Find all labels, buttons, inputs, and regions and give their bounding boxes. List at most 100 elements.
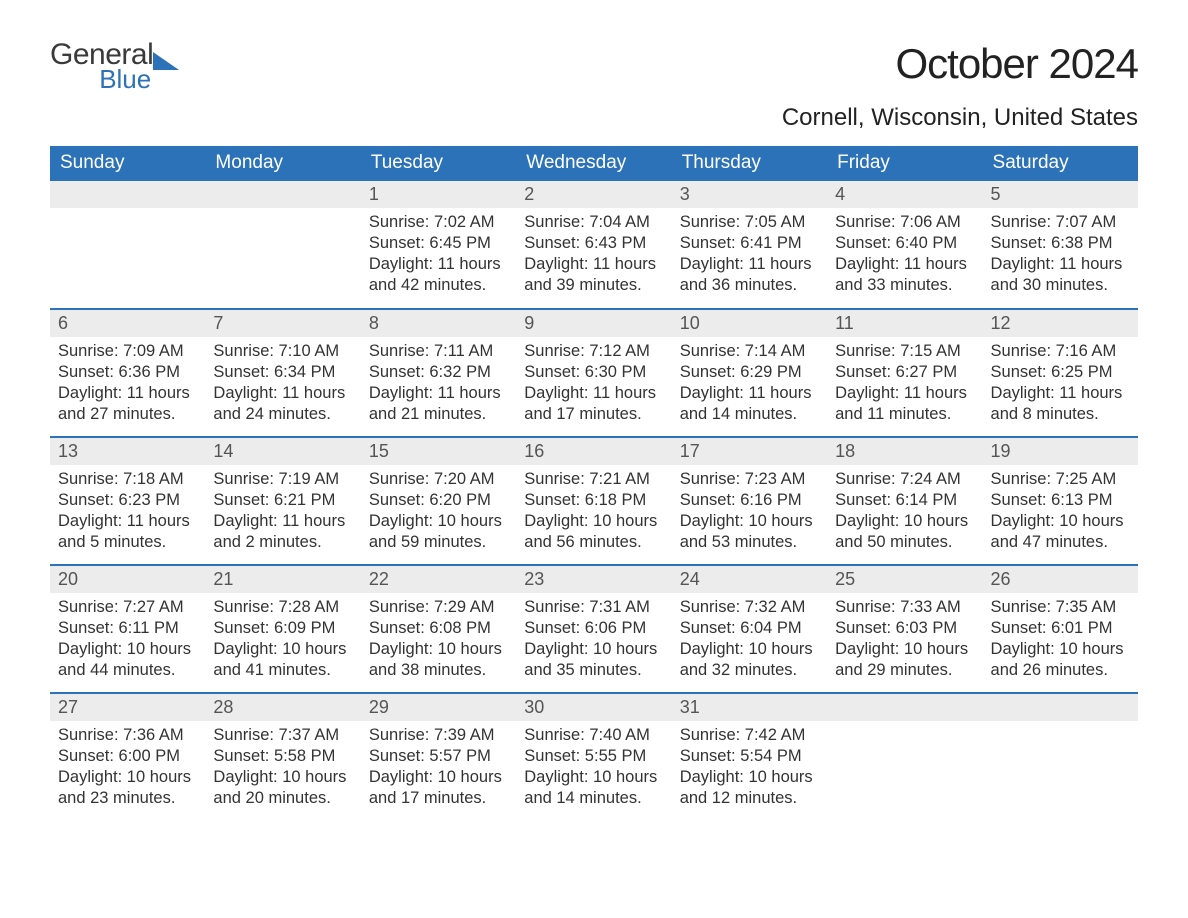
- day-dl2: and 50 minutes.: [835, 532, 974, 553]
- day-number: [983, 694, 1138, 721]
- day-details: Sunrise: 7:37 AMSunset: 5:58 PMDaylight:…: [205, 721, 360, 817]
- day-number: 2: [516, 181, 671, 208]
- calendar-day-cell: 3Sunrise: 7:05 AMSunset: 6:41 PMDaylight…: [672, 181, 827, 309]
- day-details: Sunrise: 7:04 AMSunset: 6:43 PMDaylight:…: [516, 208, 671, 304]
- day-dl2: and 32 minutes.: [680, 660, 819, 681]
- day-details: Sunrise: 7:20 AMSunset: 6:20 PMDaylight:…: [361, 465, 516, 561]
- day-sunset: Sunset: 6:27 PM: [835, 362, 974, 383]
- calendar-day-cell: [827, 693, 982, 821]
- day-dl2: and 41 minutes.: [213, 660, 352, 681]
- calendar-day-cell: [205, 181, 360, 309]
- day-sunset: Sunset: 6:20 PM: [369, 490, 508, 511]
- day-number: 6: [50, 310, 205, 337]
- day-sunrise: Sunrise: 7:40 AM: [524, 725, 663, 746]
- day-dl1: Daylight: 10 hours: [524, 767, 663, 788]
- weekday-header: Wednesday: [516, 146, 671, 181]
- day-sunrise: Sunrise: 7:12 AM: [524, 341, 663, 362]
- day-dl1: Daylight: 10 hours: [369, 511, 508, 532]
- day-sunrise: Sunrise: 7:24 AM: [835, 469, 974, 490]
- day-sunrise: Sunrise: 7:09 AM: [58, 341, 197, 362]
- day-number: 20: [50, 566, 205, 593]
- calendar-day-cell: 31Sunrise: 7:42 AMSunset: 5:54 PMDayligh…: [672, 693, 827, 821]
- day-sunrise: Sunrise: 7:33 AM: [835, 597, 974, 618]
- day-dl2: and 17 minutes.: [369, 788, 508, 809]
- calendar-week-row: 27Sunrise: 7:36 AMSunset: 6:00 PMDayligh…: [50, 693, 1138, 821]
- day-sunset: Sunset: 6:16 PM: [680, 490, 819, 511]
- day-sunrise: Sunrise: 7:37 AM: [213, 725, 352, 746]
- day-sunset: Sunset: 5:58 PM: [213, 746, 352, 767]
- day-number: 30: [516, 694, 671, 721]
- weekday-header: Friday: [827, 146, 982, 181]
- day-number: 13: [50, 438, 205, 465]
- day-details: Sunrise: 7:31 AMSunset: 6:06 PMDaylight:…: [516, 593, 671, 689]
- day-dl2: and 30 minutes.: [991, 275, 1130, 296]
- day-sunrise: Sunrise: 7:27 AM: [58, 597, 197, 618]
- day-dl2: and 27 minutes.: [58, 404, 197, 425]
- day-sunset: Sunset: 6:30 PM: [524, 362, 663, 383]
- day-dl2: and 26 minutes.: [991, 660, 1130, 681]
- day-sunrise: Sunrise: 7:16 AM: [991, 341, 1130, 362]
- day-dl1: Daylight: 11 hours: [524, 254, 663, 275]
- calendar-day-cell: 30Sunrise: 7:40 AMSunset: 5:55 PMDayligh…: [516, 693, 671, 821]
- day-dl2: and 17 minutes.: [524, 404, 663, 425]
- day-number: 27: [50, 694, 205, 721]
- calendar-day-cell: 8Sunrise: 7:11 AMSunset: 6:32 PMDaylight…: [361, 309, 516, 437]
- day-sunset: Sunset: 6:41 PM: [680, 233, 819, 254]
- day-number: 24: [672, 566, 827, 593]
- calendar-day-cell: 7Sunrise: 7:10 AMSunset: 6:34 PMDaylight…: [205, 309, 360, 437]
- brand-triangle-icon: [153, 52, 179, 70]
- day-details: Sunrise: 7:21 AMSunset: 6:18 PMDaylight:…: [516, 465, 671, 561]
- day-dl1: Daylight: 11 hours: [213, 383, 352, 404]
- day-dl1: Daylight: 10 hours: [524, 511, 663, 532]
- day-number: [205, 181, 360, 208]
- calendar-day-cell: 15Sunrise: 7:20 AMSunset: 6:20 PMDayligh…: [361, 437, 516, 565]
- weekday-header: Monday: [205, 146, 360, 181]
- calendar-day-cell: 4Sunrise: 7:06 AMSunset: 6:40 PMDaylight…: [827, 181, 982, 309]
- day-dl1: Daylight: 11 hours: [524, 383, 663, 404]
- day-number: 8: [361, 310, 516, 337]
- calendar-day-cell: 13Sunrise: 7:18 AMSunset: 6:23 PMDayligh…: [50, 437, 205, 565]
- day-dl2: and 21 minutes.: [369, 404, 508, 425]
- day-number: 9: [516, 310, 671, 337]
- day-number: 14: [205, 438, 360, 465]
- day-dl1: Daylight: 10 hours: [680, 511, 819, 532]
- day-dl1: Daylight: 11 hours: [835, 254, 974, 275]
- day-details: Sunrise: 7:39 AMSunset: 5:57 PMDaylight:…: [361, 721, 516, 817]
- day-dl1: Daylight: 11 hours: [991, 383, 1130, 404]
- calendar-day-cell: 21Sunrise: 7:28 AMSunset: 6:09 PMDayligh…: [205, 565, 360, 693]
- day-sunrise: Sunrise: 7:32 AM: [680, 597, 819, 618]
- calendar-day-cell: 23Sunrise: 7:31 AMSunset: 6:06 PMDayligh…: [516, 565, 671, 693]
- brand-logo: General Blue: [50, 40, 179, 92]
- day-sunrise: Sunrise: 7:28 AM: [213, 597, 352, 618]
- weekday-header: Tuesday: [361, 146, 516, 181]
- day-dl2: and 14 minutes.: [524, 788, 663, 809]
- day-sunrise: Sunrise: 7:20 AM: [369, 469, 508, 490]
- day-details: Sunrise: 7:15 AMSunset: 6:27 PMDaylight:…: [827, 337, 982, 433]
- day-dl1: Daylight: 11 hours: [369, 383, 508, 404]
- day-dl1: Daylight: 10 hours: [835, 639, 974, 660]
- day-sunrise: Sunrise: 7:10 AM: [213, 341, 352, 362]
- calendar-day-cell: 28Sunrise: 7:37 AMSunset: 5:58 PMDayligh…: [205, 693, 360, 821]
- day-details: Sunrise: 7:33 AMSunset: 6:03 PMDaylight:…: [827, 593, 982, 689]
- day-number: 21: [205, 566, 360, 593]
- day-number: 1: [361, 181, 516, 208]
- day-dl2: and 24 minutes.: [213, 404, 352, 425]
- day-number: 5: [983, 181, 1138, 208]
- day-dl1: Daylight: 10 hours: [213, 639, 352, 660]
- day-sunset: Sunset: 6:08 PM: [369, 618, 508, 639]
- calendar-day-cell: 22Sunrise: 7:29 AMSunset: 6:08 PMDayligh…: [361, 565, 516, 693]
- day-dl1: Daylight: 11 hours: [369, 254, 508, 275]
- day-sunset: Sunset: 6:13 PM: [991, 490, 1130, 511]
- day-details: Sunrise: 7:02 AMSunset: 6:45 PMDaylight:…: [361, 208, 516, 304]
- day-details: Sunrise: 7:10 AMSunset: 6:34 PMDaylight:…: [205, 337, 360, 433]
- day-sunset: Sunset: 6:04 PM: [680, 618, 819, 639]
- day-dl1: Daylight: 10 hours: [835, 511, 974, 532]
- day-sunset: Sunset: 6:03 PM: [835, 618, 974, 639]
- day-number: 15: [361, 438, 516, 465]
- day-dl2: and 11 minutes.: [835, 404, 974, 425]
- day-dl2: and 23 minutes.: [58, 788, 197, 809]
- day-dl2: and 38 minutes.: [369, 660, 508, 681]
- day-sunset: Sunset: 5:57 PM: [369, 746, 508, 767]
- day-sunset: Sunset: 6:06 PM: [524, 618, 663, 639]
- day-sunset: Sunset: 6:29 PM: [680, 362, 819, 383]
